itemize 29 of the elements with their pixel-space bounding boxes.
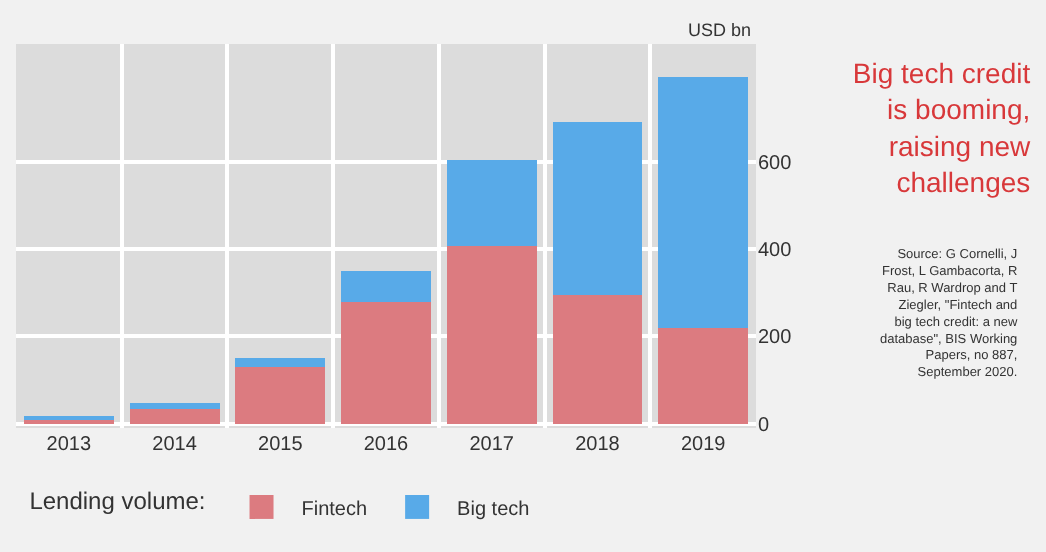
bar (552, 294, 643, 424)
y-axis-title: USD bn (688, 20, 752, 40)
bar (446, 246, 537, 424)
text: Big tech credit is booming, raising new challenges (852, 56, 1033, 198)
bar (235, 357, 326, 367)
x-tick-label: 2013 (46, 434, 92, 456)
bar (23, 415, 114, 421)
bar (341, 270, 431, 302)
bar (658, 76, 749, 328)
bar (235, 366, 326, 424)
bar (552, 122, 643, 295)
bar (129, 409, 220, 424)
y-tick-label: 400 (758, 240, 793, 263)
x-tick-label: 2016 (363, 434, 410, 456)
y-tick-label: 200 (758, 327, 793, 350)
y-tick-label: 600 (758, 152, 793, 175)
legend-title: Lending volume: (29, 487, 206, 516)
bar (658, 327, 749, 424)
x-tick-label: 2014 (152, 434, 198, 456)
x-tick-label: 2018 (575, 434, 621, 456)
legend-label: Big tech (457, 498, 530, 521)
bar (129, 402, 220, 410)
bar (341, 301, 431, 424)
x-tick-label: 2015 (258, 434, 304, 456)
legend-label: Fintech (301, 498, 368, 521)
x-tick-label: 2017 (469, 434, 515, 456)
x-tick-label: 2019 (680, 434, 727, 456)
bar (446, 159, 537, 247)
y-tick-label: 0 (758, 414, 770, 437)
